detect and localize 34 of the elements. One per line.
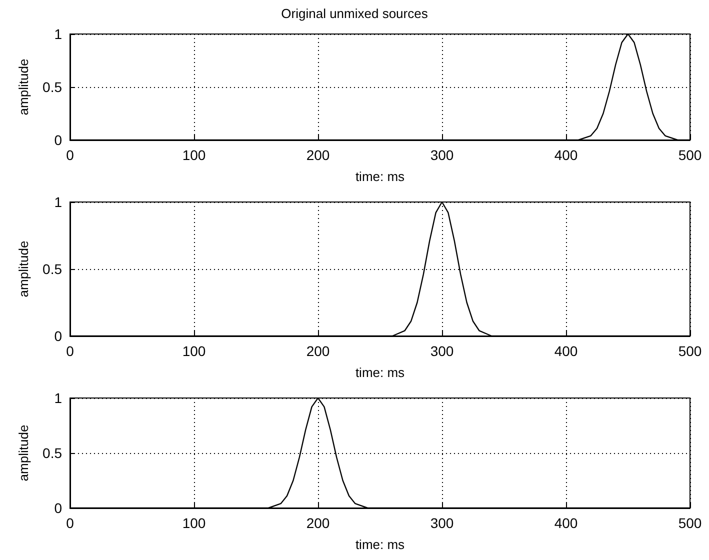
y-tick-label: 1 xyxy=(54,390,62,406)
y-tick-label: 0.5 xyxy=(42,79,62,95)
x-tick-label: 400 xyxy=(554,343,578,359)
x-tick-label: 500 xyxy=(678,147,702,163)
y-axis-title: amplitude xyxy=(16,424,31,482)
chart-title: Original unmixed sources xyxy=(281,6,428,21)
y-tick-label: 1 xyxy=(54,194,62,210)
y-tick-label: 0.5 xyxy=(42,261,62,277)
x-axis-title: time: ms xyxy=(355,365,406,380)
x-tick-label: 400 xyxy=(554,515,578,531)
y-axis-title: amplitude xyxy=(16,58,31,116)
x-axis-title: time: ms xyxy=(355,537,406,552)
y-tick-label: 0 xyxy=(54,132,62,148)
x-tick-label: 100 xyxy=(182,147,206,163)
x-tick-label: 200 xyxy=(306,343,330,359)
x-tick-label: 400 xyxy=(554,147,578,163)
x-tick-label: 500 xyxy=(678,515,702,531)
x-tick-label: 200 xyxy=(306,147,330,163)
x-tick-label: 100 xyxy=(182,343,206,359)
x-tick-label: 500 xyxy=(678,343,702,359)
y-tick-label: 0.5 xyxy=(42,445,62,461)
x-axis-title: time: ms xyxy=(355,169,406,184)
y-tick-label: 0 xyxy=(54,328,62,344)
x-tick-label: 300 xyxy=(430,343,454,359)
x-tick-label: 300 xyxy=(430,147,454,163)
x-tick-label: 0 xyxy=(66,147,74,163)
y-tick-label: 1 xyxy=(54,26,62,42)
y-tick-label: 0 xyxy=(54,500,62,516)
x-tick-label: 300 xyxy=(430,515,454,531)
y-axis-title: amplitude xyxy=(16,240,31,298)
x-tick-label: 0 xyxy=(66,515,74,531)
x-tick-label: 200 xyxy=(306,515,330,531)
x-tick-label: 0 xyxy=(66,343,74,359)
x-tick-label: 100 xyxy=(182,515,206,531)
